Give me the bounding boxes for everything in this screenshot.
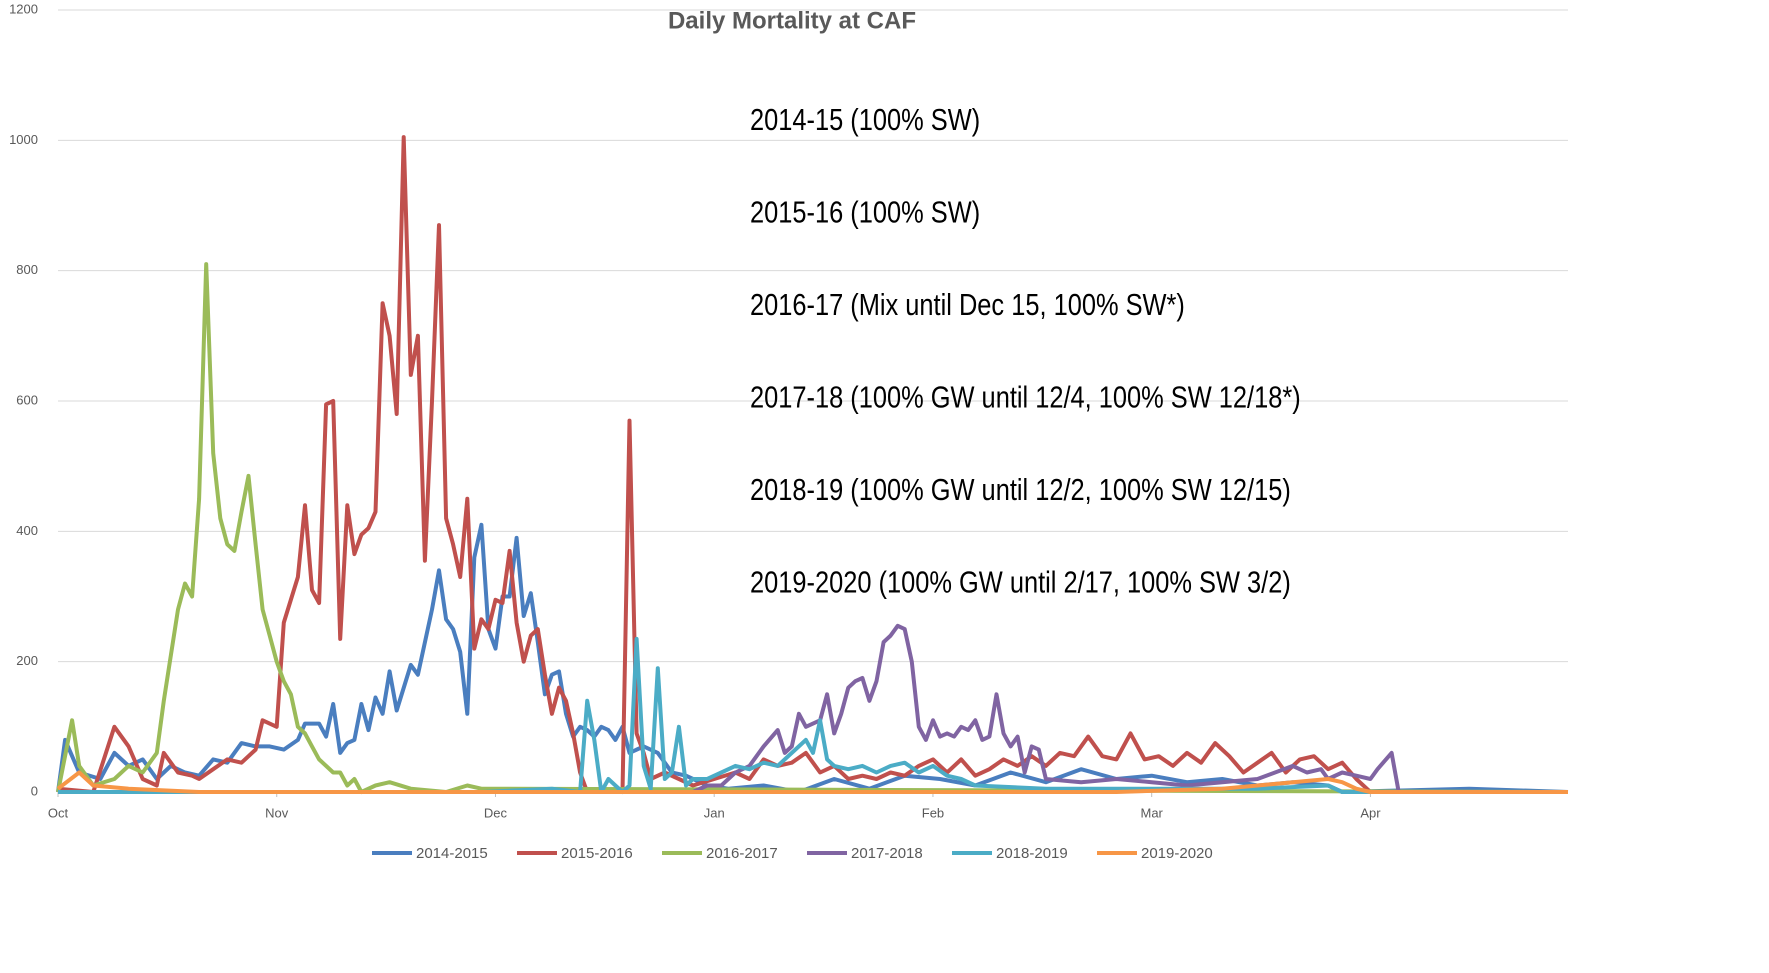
x-tick-label: Apr xyxy=(1360,805,1381,820)
legend-label: 2014-2015 xyxy=(416,845,488,862)
annotation: 2018-19 (100% GW until 12/2, 100% SW 12/… xyxy=(750,473,1291,508)
x-tick-label: Oct xyxy=(48,805,69,820)
annotation: 2019-2020 (100% GW until 2/17, 100% SW 3… xyxy=(750,565,1291,600)
x-tick-label: Dec xyxy=(484,805,508,820)
y-tick-label: 800 xyxy=(16,262,38,277)
annotation: 2015-16 (100% SW) xyxy=(750,195,980,230)
series-line xyxy=(57,135,1568,794)
chart-title: Daily Mortality at CAF xyxy=(668,7,916,34)
y-tick-label: 600 xyxy=(16,392,38,407)
y-tick-label: 1200 xyxy=(9,1,38,16)
y-tick-label: 400 xyxy=(16,523,38,538)
legend-label: 2015-2016 xyxy=(561,845,633,862)
y-tick-label: 1000 xyxy=(9,132,38,147)
y-tick-label: 200 xyxy=(16,653,38,668)
x-tick-label: Feb xyxy=(922,805,944,820)
series-line xyxy=(56,522,1569,794)
series-line xyxy=(58,623,1568,794)
y-tick-label: 0 xyxy=(31,783,38,798)
x-tick-label: Nov xyxy=(265,805,289,820)
series-line xyxy=(56,770,1568,794)
series-line xyxy=(56,262,1569,794)
legend-label: 2019-2020 xyxy=(1141,845,1213,862)
legend-label: 2016-2017 xyxy=(706,845,778,862)
legend-label: 2017-2018 xyxy=(851,845,923,862)
legend-label: 2018-2019 xyxy=(996,845,1068,862)
annotation: 2014-15 (100% SW) xyxy=(750,103,980,138)
x-tick-label: Mar xyxy=(1140,805,1163,820)
series-line xyxy=(58,636,1568,794)
annotation: 2016-17 (Mix until Dec 15, 100% SW*) xyxy=(750,288,1185,323)
annotation: 2017-18 (100% GW until 12/4, 100% SW 12/… xyxy=(750,380,1301,415)
x-tick-label: Jan xyxy=(704,805,725,820)
